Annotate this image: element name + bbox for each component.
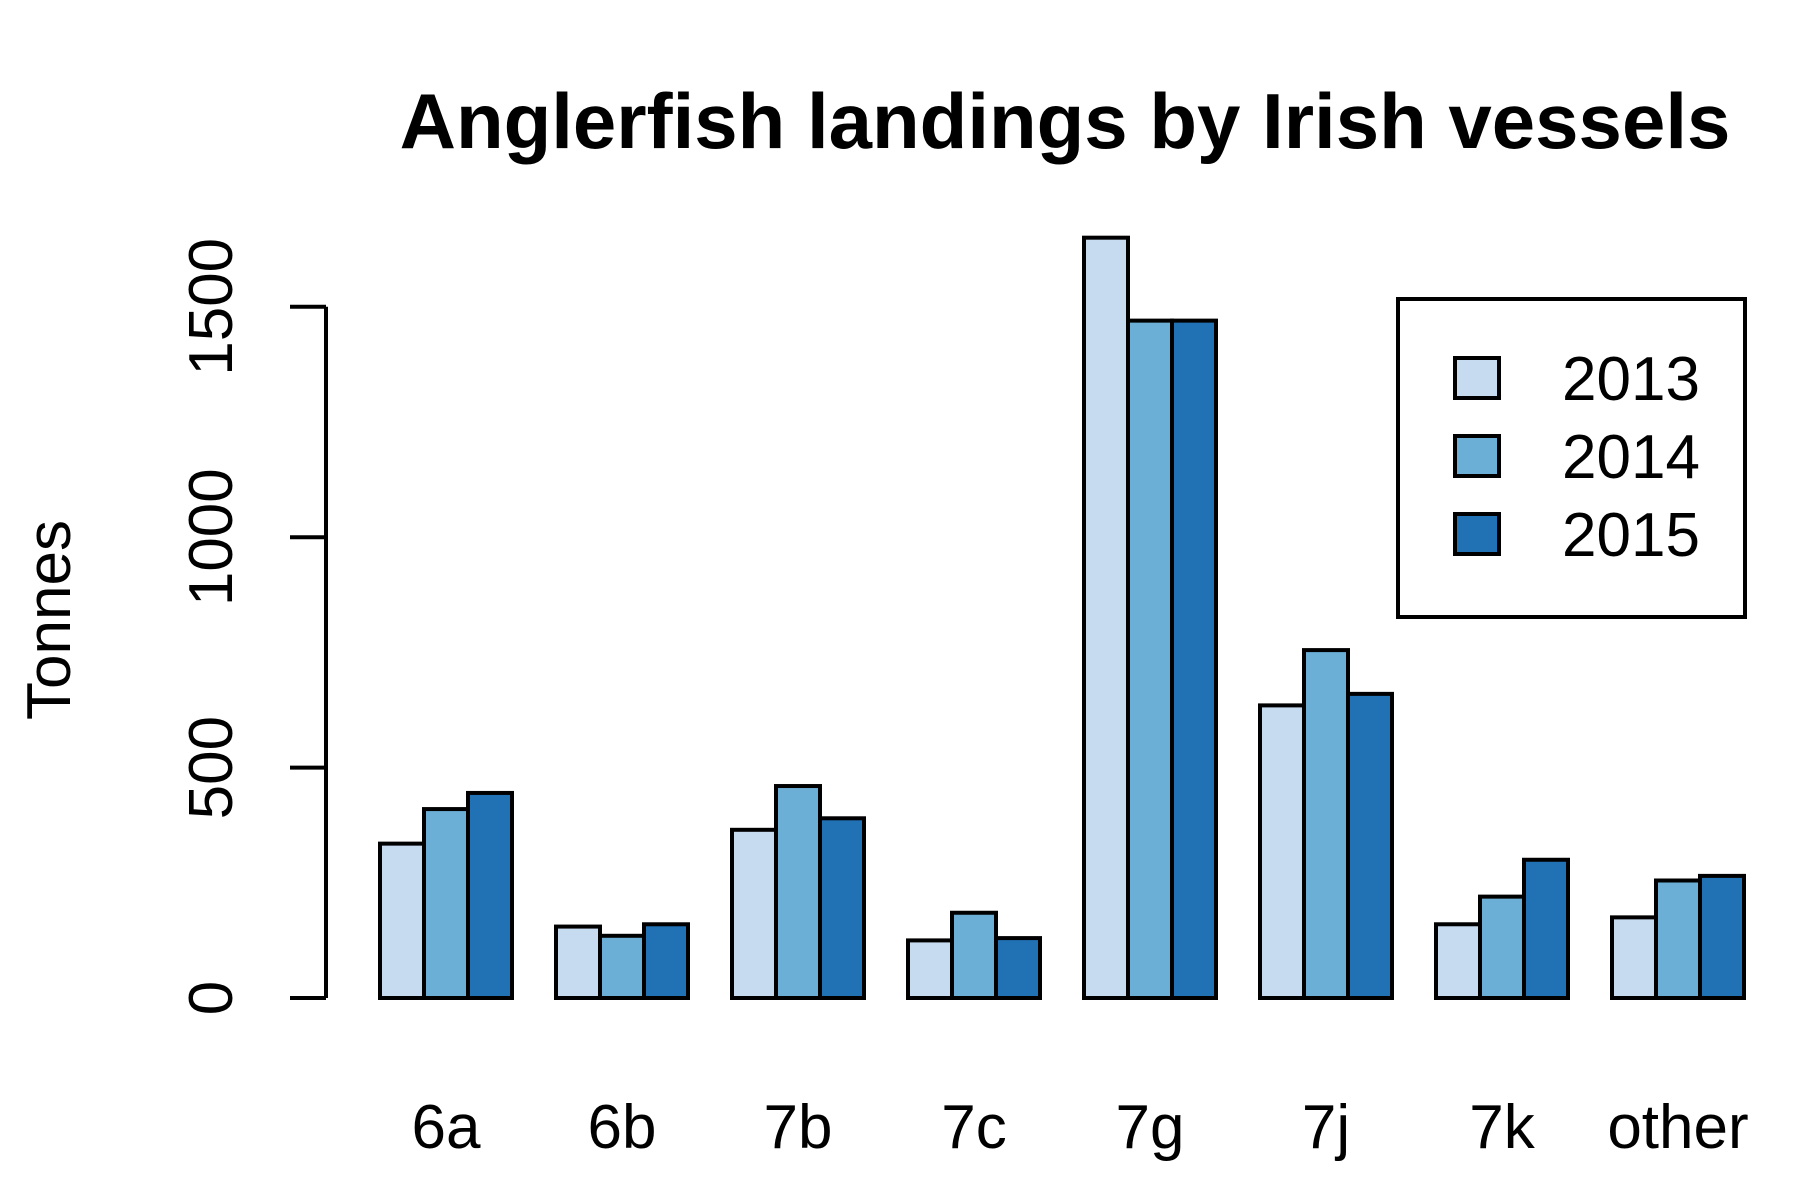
y-axis-label: Tonnes [15, 520, 84, 720]
y-axis: 0 500 1000 1500 [177, 238, 328, 1015]
legend-swatch-2014 [1453, 434, 1501, 478]
bars-group [378, 235, 1746, 1001]
y-tick-label: 500 [177, 716, 246, 819]
legend-swatch-2013 [1453, 356, 1501, 400]
legend-label-2014: 2014 [1562, 423, 1700, 492]
bar-7k-2014 [1478, 894, 1526, 1001]
x-axis-labels: 6a 6b 7b 7c 7g 7j 7k other [412, 1093, 1749, 1162]
bar-7b-2014 [774, 784, 822, 1000]
bar-7j-2013 [1258, 703, 1306, 1001]
bar-6a-2015 [466, 790, 514, 1000]
bar-7b-2015 [818, 816, 866, 1001]
bar-7b-2013 [730, 827, 778, 1000]
bar-6b-2014 [598, 933, 646, 1000]
x-tick-label-6b: 6b [588, 1093, 657, 1162]
bar-7k-2013 [1434, 922, 1482, 1000]
x-tick-label-other: other [1607, 1093, 1748, 1162]
bar-other-2013 [1610, 915, 1658, 1000]
bar-7j-2015 [1346, 691, 1394, 1000]
bar-7g-2015 [1170, 318, 1218, 1000]
bar-7k-2015 [1522, 857, 1570, 1001]
y-tick-label: 0 [177, 981, 246, 1015]
bar-7g-2014 [1126, 318, 1174, 1000]
bar-other-2015 [1698, 873, 1746, 1000]
legend: 2013 2014 2015 [1396, 297, 1747, 619]
bar-6a-2014 [422, 807, 470, 1001]
bar-6b-2013 [554, 924, 602, 1000]
bar-6b-2015 [642, 922, 690, 1000]
x-tick-label-7b: 7b [764, 1093, 833, 1162]
x-tick-label-7g: 7g [1116, 1093, 1185, 1162]
legend-label-2015: 2015 [1562, 501, 1700, 570]
x-tick-label-7j: 7j [1302, 1093, 1350, 1162]
chart-title: Anglerfish landings by Irish vessels [400, 77, 1731, 165]
x-tick-label-6a: 6a [412, 1093, 481, 1162]
legend-items: 2013 2014 2015 [1453, 345, 1700, 570]
bar-other-2014 [1654, 878, 1702, 1000]
bar-7c-2015 [994, 936, 1042, 1001]
bar-7c-2013 [906, 938, 954, 1001]
legend-label-2013: 2013 [1562, 345, 1700, 414]
bar-7g-2013 [1082, 235, 1130, 1000]
bar-6a-2013 [378, 841, 426, 1001]
legend-swatch-2015 [1453, 512, 1501, 556]
y-tick-label: 1500 [177, 238, 246, 376]
bar-7j-2014 [1302, 648, 1350, 1000]
x-tick-label-7c: 7c [941, 1093, 1006, 1162]
bar-7c-2014 [950, 910, 998, 1001]
x-tick-label-7k: 7k [1469, 1093, 1535, 1162]
y-tick-label: 1000 [177, 468, 246, 606]
